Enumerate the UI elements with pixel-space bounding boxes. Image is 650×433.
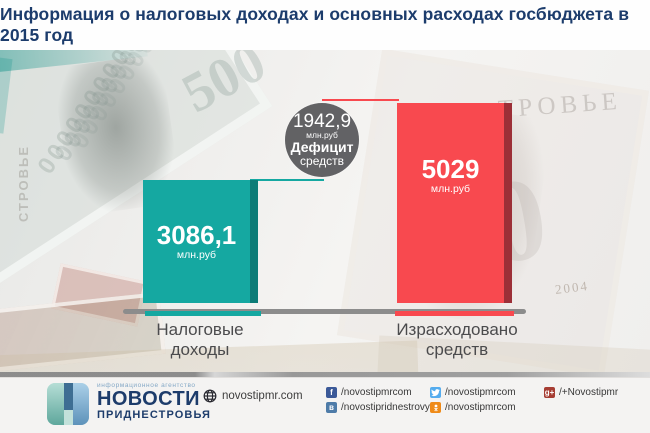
agency-name: НОВОСТИ <box>97 388 200 410</box>
income-category-label: Налоговые доходы <box>120 320 280 359</box>
page-title: Информация о налоговых доходах и основны… <box>0 4 630 45</box>
agency-tagline: информационное агентство <box>97 382 196 389</box>
website-link[interactable]: novostipmr.com <box>203 389 303 403</box>
google-plus-icon: g+ <box>544 387 555 398</box>
expense-category-label: Израсходовано средств <box>377 320 537 359</box>
income-value: 3086,1 <box>156 220 237 250</box>
background-text-trovye: ТРОВЬЕ <box>497 87 623 124</box>
footer: информационное агентство НОВОСТИ ПРИДНЕС… <box>0 377 650 433</box>
income-unit: млн.руб <box>176 249 217 261</box>
background-zeros-pattern: 0000000000 <box>32 50 147 180</box>
axis-baseline <box>123 309 526 314</box>
photo-bottom-shadow <box>0 372 650 377</box>
income-label-line2: доходы <box>170 339 230 359</box>
expense-label-line2: средств <box>425 339 489 359</box>
deficit-label-line1: Дефицит <box>290 139 354 155</box>
chart-area: 0000000000 500 СТРОВЬЕ ТРОВЬЕ 00 2004 30… <box>0 50 650 372</box>
deficit-label-line2: средств <box>300 154 344 168</box>
background-red-banknote-piece <box>51 263 147 327</box>
deficit-badge: 1942,9 млн.руб Дефицит средств <box>285 103 359 177</box>
social-link-vk[interactable]: в /novostipridnestrovya <box>326 402 436 413</box>
social-link-twitter[interactable]: /novostipmrcom <box>430 387 542 398</box>
odnoklassniki-handle: /novostipmrcom <box>445 402 516 413</box>
expense-label-line1: Израсходовано <box>396 320 518 339</box>
deficit-value: 1942,9 <box>292 111 352 132</box>
expense-value: 5029 <box>421 153 480 184</box>
expense-baseline-segment <box>395 311 514 316</box>
income-bar: 3086,1 млн.руб <box>143 180 258 303</box>
agency-logo <box>47 383 89 425</box>
background-side-text: СТРОВЬЕ <box>16 145 31 223</box>
social-link-google-plus[interactable]: g+ /+Novostipmr <box>544 387 618 398</box>
logo-bar-left <box>47 383 64 425</box>
expense-bar-text: 5029 млн.руб <box>397 153 504 195</box>
google-plus-handle: /+Novostipmr <box>559 387 619 398</box>
twitter-handle: /novostipmrcom <box>445 387 516 398</box>
facebook-handle: /novostipmrcom <box>341 387 412 398</box>
agency-region: ПРИДНЕСТРОВЬЯ <box>97 409 212 421</box>
background-teal-edge <box>0 57 13 134</box>
website-url: novostipmr.com <box>222 390 303 402</box>
expense-bar: 5029 млн.руб <box>397 103 512 303</box>
income-baseline-segment <box>145 311 261 316</box>
vk-handle: /novostipridnestrovya <box>341 402 436 413</box>
logo-bar-middle <box>64 383 73 410</box>
globe-icon <box>203 389 217 403</box>
vk-icon: в <box>326 402 337 413</box>
background-year-2004: 2004 <box>554 277 590 298</box>
logo-bar-right <box>73 383 89 425</box>
expense-unit: млн.руб <box>430 182 471 195</box>
twitter-bird-icon <box>430 387 441 398</box>
income-bar-text: 3086,1 млн.руб <box>143 220 250 262</box>
agency-wordmark: информационное агентство НОВОСТИ ПРИДНЕС… <box>97 382 211 421</box>
income-connector-line <box>250 179 324 181</box>
deficit-unit: млн.руб <box>306 130 338 140</box>
facebook-icon: f <box>326 387 337 398</box>
social-link-facebook[interactable]: f /novostipmrcom <box>326 387 428 398</box>
social-link-odnoklassniki[interactable]: /novostipmrcom <box>430 402 542 413</box>
social-links: f /novostipmrcom /novostipmrcom g+ /+Nov… <box>326 387 618 413</box>
odnoklassniki-person-icon <box>430 402 441 413</box>
expense-connector-line <box>322 99 399 101</box>
income-label-line1: Налоговые <box>156 320 244 339</box>
title-bar: Информация о налоговых доходах и основны… <box>0 0 650 50</box>
background-teal-corner <box>0 50 148 74</box>
background-denomination-500: 500 <box>172 50 276 126</box>
